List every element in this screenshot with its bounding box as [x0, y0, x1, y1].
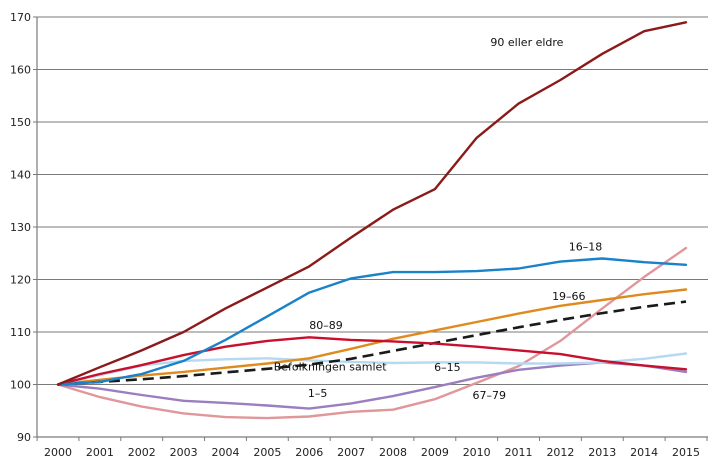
x-tick-label: 2011	[505, 446, 533, 459]
y-tick-label: 170	[10, 11, 31, 24]
x-tick-label: 2014	[630, 446, 658, 459]
x-tick-label: 2005	[253, 446, 281, 459]
y-tick-label: 110	[10, 326, 31, 339]
x-tick-label: 2001	[86, 446, 114, 459]
series-labels: 90 eller eldre 16–18 19–66 80–89 Befolkninge…	[274, 36, 603, 402]
y-axis-ticks: 90 100 110 120 130 140 150 160 170	[10, 11, 37, 444]
x-tick-label: 2002	[128, 446, 156, 459]
series-line-16-18	[56, 257, 688, 386]
y-tick-label: 160	[10, 64, 31, 77]
series-line-6-15	[56, 352, 688, 386]
y-tick-label: 150	[10, 116, 31, 129]
x-axis-ticks: 2000 2001 2002 2003 2004 2005 2006 2007 2008 2009…	[36, 437, 708, 459]
x-tick-label: 2006	[295, 446, 323, 459]
x-tick-label: 2000	[44, 446, 72, 459]
x-tick-label: 2007	[337, 446, 365, 459]
gridlines	[37, 16, 708, 386]
x-tick-label: 2009	[421, 446, 449, 459]
series-label: 19–66	[552, 290, 586, 303]
x-tick-label: 2008	[379, 446, 407, 459]
series-label: 1–5	[308, 387, 328, 400]
series-label: 90 eller eldre	[490, 36, 563, 49]
y-tick-label: 130	[10, 221, 31, 234]
y-tick-label: 100	[10, 379, 31, 392]
series-line-67-79	[56, 246, 688, 420]
series-label: 6–15	[434, 361, 461, 374]
series-line-90-eller-eldre	[56, 21, 688, 386]
series-label: Befolkningen samlet	[274, 360, 388, 373]
series-line-80-89	[56, 336, 688, 386]
x-tick-label: 2015	[672, 446, 700, 459]
series-label: 80–89	[309, 319, 343, 332]
series-line-befolkningen-samlet	[57, 300, 687, 386]
x-tick-label: 2013	[588, 446, 616, 459]
x-tick-label: 2012	[546, 446, 574, 459]
x-tick-label: 2004	[211, 446, 239, 459]
y-tick-label: 140	[10, 169, 31, 182]
y-tick-label: 90	[17, 431, 31, 444]
series-lines	[56, 21, 688, 420]
x-tick-label: 2010	[463, 446, 491, 459]
series-label: 16–18	[569, 241, 603, 254]
x-tick-label: 2003	[170, 446, 198, 459]
series-label: 67–79	[473, 389, 507, 402]
series-line-19-66	[56, 288, 688, 386]
y-tick-label: 120	[10, 274, 31, 287]
